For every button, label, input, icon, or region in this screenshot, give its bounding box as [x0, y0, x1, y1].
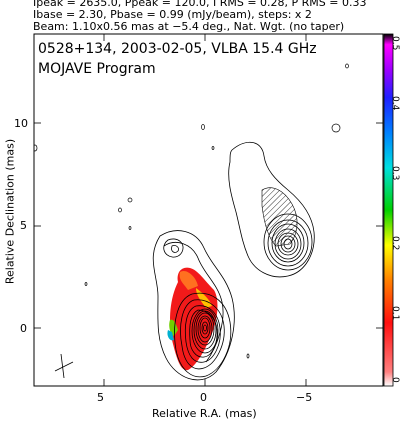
colorbar-tick-label: 0.2: [390, 236, 400, 251]
core-contours: [174, 292, 232, 378]
colorbar-tick-label: 0: [390, 377, 400, 383]
beam-marker: [54, 353, 74, 379]
jet-contours: [152, 230, 235, 381]
x-tick-label: 0: [200, 391, 207, 404]
polarization-orange: [179, 270, 198, 290]
colorbar: [383, 33, 394, 387]
colorbar-tick-label: 0.3: [390, 166, 400, 181]
northwest-feature: [228, 142, 315, 278]
header-line-2: Ibase = 2.30, Pbase = 0.99 (mJy/beam), s…: [33, 8, 312, 21]
plot-title: 0528+134, 2003-02-05, VLBA 15.4 GHz: [38, 41, 317, 57]
y-tick-label: 0: [20, 322, 27, 335]
header-line-1: Ipeak = 2635.0, Ppeak = 120.0, I RMS = 0…: [33, 0, 367, 9]
polarization-cyan: [167, 330, 174, 341]
colorbar-tick-label: 0.1: [390, 306, 400, 321]
x-tick-label: 5: [97, 391, 104, 404]
noise-contours: [34, 63, 349, 359]
colorbar-tick-label: 0.5: [390, 36, 400, 51]
colorbar-tick-label: 0.4: [390, 96, 400, 111]
y-tick-label: 5: [20, 219, 27, 232]
y-axis-title: Relative Declination (mas): [3, 138, 17, 285]
x-axis-title: Relative R.A. (mas): [152, 407, 257, 420]
y-tick-label: 10: [14, 117, 28, 130]
axis-ticks: [34, 34, 383, 386]
x-tick-label: −5: [296, 391, 313, 404]
header-line-3: Beam: 1.10x0.56 mas at −5.4 deg., Nat. W…: [33, 20, 345, 33]
plot-subtitle: MOJAVE Program: [38, 61, 156, 77]
